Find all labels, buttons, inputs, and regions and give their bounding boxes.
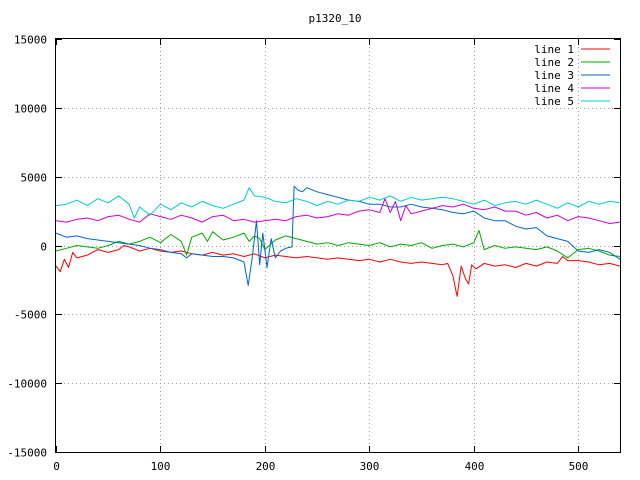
y-tick-label: -15000 (7, 447, 47, 460)
legend-label: line 3 (534, 69, 574, 82)
axis-ticks: 0 100 200 300 400 500 -15000 -10000 -5000 0 5000 10… (7, 34, 620, 473)
grid (56, 39, 620, 452)
series-line-5 (55, 187, 621, 219)
legend-label: line 1 (534, 43, 574, 56)
plot-frame (55, 38, 621, 453)
y-tick-label: 10000 (14, 103, 47, 116)
chart-title: p1320_10 (309, 12, 362, 25)
series-line-3 (55, 185, 621, 286)
y-tick-label: 0 (40, 241, 47, 254)
legend-label: line 5 (534, 95, 574, 108)
x-tick-label: 500 (569, 460, 589, 473)
series-line-1 (55, 245, 621, 297)
x-tick-label: 0 (53, 460, 60, 473)
y-tick-label: 15000 (14, 34, 47, 47)
legend-label: line 4 (534, 82, 574, 95)
y-tick-label: -5000 (14, 309, 47, 322)
series-line-2 (55, 229, 621, 259)
x-tick-label: 100 (151, 460, 171, 473)
x-tick-label: 300 (360, 460, 380, 473)
series-line-4 (55, 198, 621, 224)
y-tick-label: 5000 (21, 172, 48, 185)
series-layer (55, 185, 621, 297)
x-tick-label: 200 (256, 460, 276, 473)
x-tick-label: 400 (465, 460, 485, 473)
y-tick-label: -10000 (7, 378, 47, 391)
legend-label: line 2 (534, 56, 574, 69)
